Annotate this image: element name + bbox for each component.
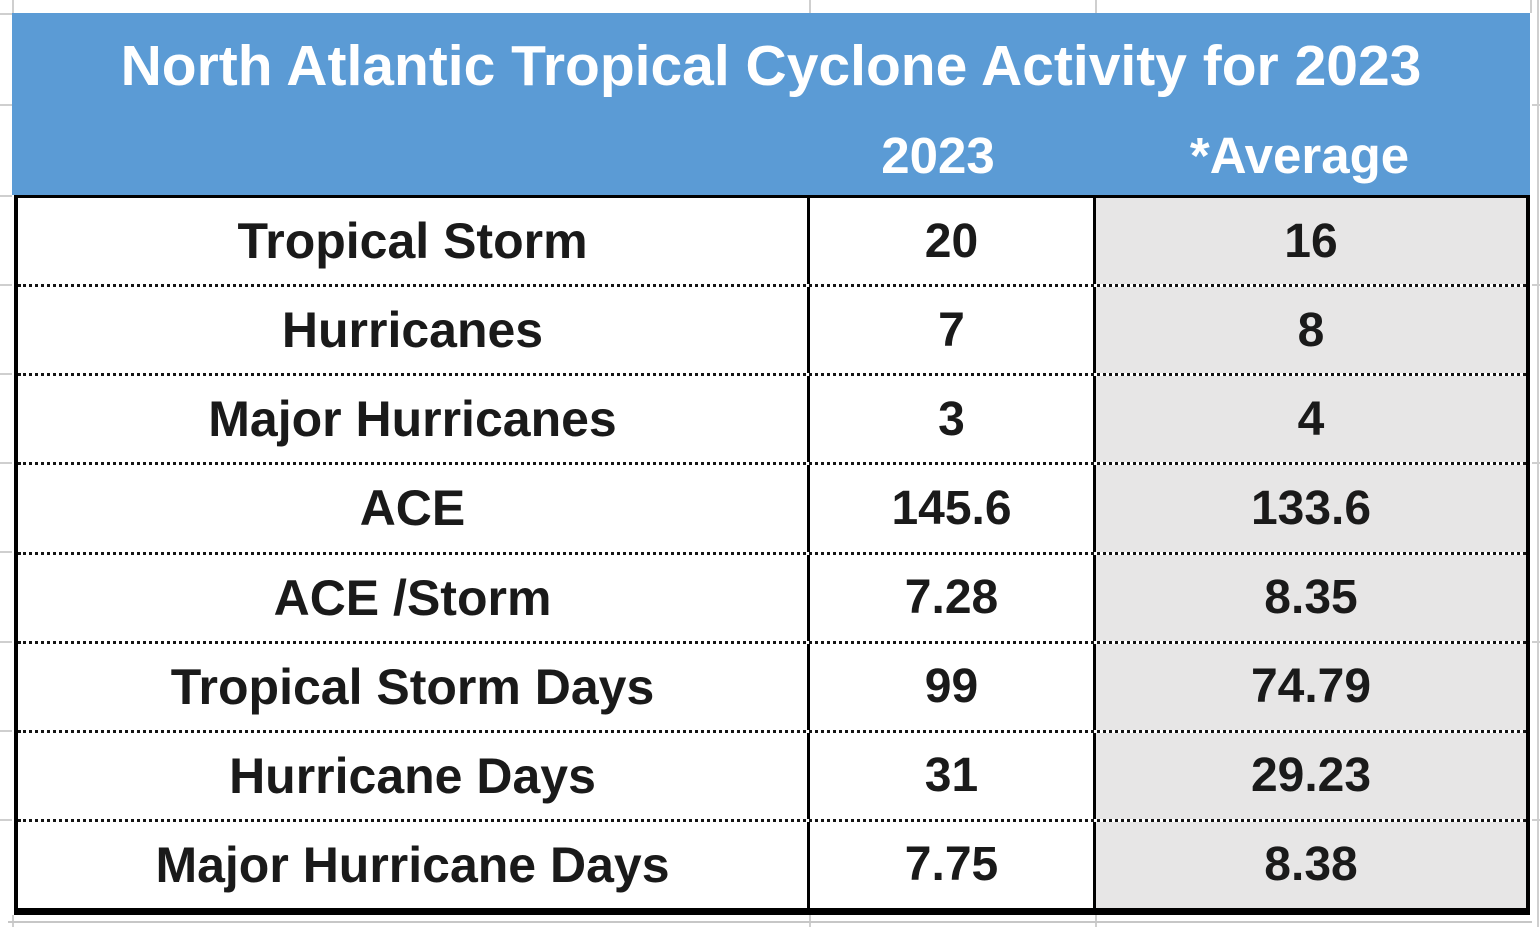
year-value-cell[interactable]: 3 [807,376,1093,463]
year-value-cell[interactable]: 7 [807,287,1093,374]
table-row: ACE /Storm 7.28 8.35 [18,554,1526,644]
year-value-cell[interactable]: 31 [807,732,1093,819]
average-value-cell[interactable]: 133.6 [1093,465,1526,552]
gridline [0,104,12,106]
row-label-cell[interactable]: Hurricane Days [229,747,596,804]
table-row: Tropical Storm Days 99 74.79 [18,643,1526,733]
gridline [809,0,811,13]
gridline [0,641,12,643]
average-value-cell[interactable]: 16 [1093,198,1526,285]
table-row: Major Hurricane Days 7.75 8.38 [18,821,1526,908]
year-value-cell[interactable]: 99 [807,643,1093,730]
table-row: Hurricanes 7 8 [18,287,1526,377]
gridline [0,551,12,553]
table-row: Major Hurricanes 3 4 [18,376,1526,466]
gridline [1530,0,1532,13]
table-row: ACE 145.6 133.6 [18,465,1526,555]
gridline [0,819,12,821]
row-label-cell[interactable]: Tropical Storm Days [170,658,655,715]
row-label-cell[interactable]: Hurricanes [281,302,544,359]
row-label-cell[interactable]: Major Hurricane Days [155,836,670,893]
average-value-cell[interactable]: 4 [1093,376,1526,463]
table-title[interactable]: North Atlantic Tropical Cyclone Activity… [120,34,1422,98]
year-value-cell[interactable]: 7.75 [807,821,1093,908]
year-value-cell[interactable]: 145.6 [807,465,1093,552]
gridline [0,730,12,732]
average-value-cell[interactable]: 74.79 [1093,643,1526,730]
gridline [12,0,14,13]
gridline [1532,819,1540,821]
row-label-cell[interactable]: ACE [359,480,466,537]
border-shadow-line [8,921,1532,923]
gridline [1532,104,1540,106]
activity-table: Tropical Storm 20 16 Hurricanes 7 8 Majo… [14,195,1530,915]
gridline [1532,462,1540,464]
gridline [1532,284,1540,286]
average-value-cell[interactable]: 8.35 [1093,554,1526,641]
table-row: Hurricane Days 31 29.23 [18,732,1526,822]
row-label-cell[interactable]: ACE /Storm [273,569,552,626]
table-header: North Atlantic Tropical Cyclone Activity… [12,13,1530,195]
average-value-cell[interactable]: 29.23 [1093,732,1526,819]
year-value-cell[interactable]: 7.28 [807,554,1093,641]
column-header-average[interactable]: *Average [1189,127,1410,184]
gridline [0,373,12,375]
gridline [0,462,12,464]
column-header-2023[interactable]: 2023 [881,127,995,184]
gridline [1532,641,1540,643]
gridline [0,195,12,197]
gridline [0,13,12,15]
year-value-cell[interactable]: 20 [807,198,1093,285]
average-value-cell[interactable]: 8.38 [1093,821,1526,908]
row-label-cell[interactable]: Major Hurricanes [208,391,617,448]
average-value-cell[interactable]: 8 [1093,287,1526,374]
gridline [0,284,12,286]
row-label-cell[interactable]: Tropical Storm [237,213,588,270]
table-row: Tropical Storm 20 16 [18,198,1526,288]
gridline [1095,0,1097,13]
